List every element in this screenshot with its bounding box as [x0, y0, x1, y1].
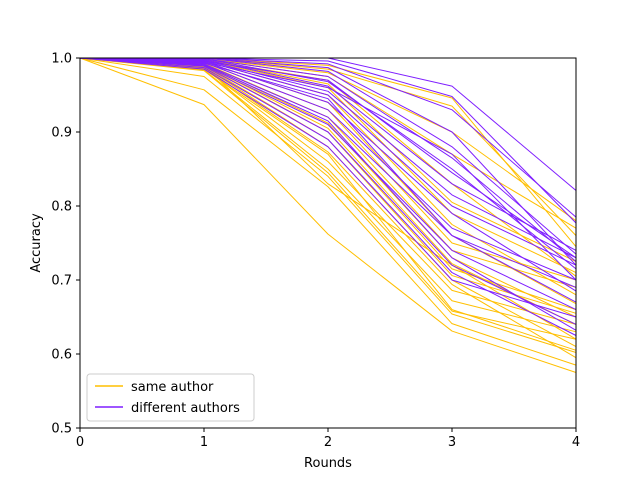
legend: same author different authors — [86, 373, 255, 422]
series-line-different-authors — [79, 57, 577, 259]
series-line-same-author — [79, 57, 577, 325]
series-line-different-authors — [79, 57, 577, 262]
series-line-different-authors — [79, 57, 577, 288]
series-line-same-author — [79, 57, 577, 348]
y-tick-label: 0.7 — [51, 274, 72, 289]
x-tick-label: 1 — [200, 435, 208, 450]
legend-box — [86, 373, 255, 422]
y-tick-label: 0.6 — [51, 348, 72, 363]
x-tick-label: 3 — [448, 435, 456, 450]
series-line-same-author — [79, 57, 577, 340]
legend-label-different-authors: different authors — [131, 401, 240, 416]
series-line-same-author — [79, 57, 577, 353]
y-axis-label: Accuracy — [29, 213, 44, 273]
series-line-different-authors — [80, 57, 577, 224]
series-line-different-authors — [79, 57, 577, 325]
y-tick-label: 0.5 — [51, 422, 72, 437]
series-line-same-author — [79, 57, 577, 262]
x-axis-label: Rounds — [304, 456, 352, 471]
x-tick-label: 4 — [572, 435, 580, 450]
legend-label-same-author: same author — [131, 380, 214, 395]
series-line-different-authors — [79, 57, 577, 336]
plot-frame — [79, 57, 577, 429]
series-layer — [79, 57, 577, 373]
x-axis: 0 1 2 3 4 — [76, 428, 580, 450]
y-tick-label: 1.0 — [51, 52, 72, 67]
x-tick-label: 2 — [324, 435, 332, 450]
y-axis: 0.5 0.6 0.7 0.8 0.9 1.0 — [51, 52, 80, 437]
series-line-different-authors — [79, 57, 577, 318]
series-line-same-author — [79, 57, 577, 373]
series-line-same-author — [79, 57, 577, 340]
series-line-different-authors — [79, 57, 577, 331]
series-line-same-author — [79, 57, 577, 274]
y-tick-label: 0.8 — [51, 200, 72, 215]
x-tick-label: 0 — [76, 435, 84, 450]
y-tick-label: 0.9 — [51, 126, 72, 141]
series-line-same-author — [79, 57, 577, 325]
series-line-same-author — [79, 57, 577, 366]
